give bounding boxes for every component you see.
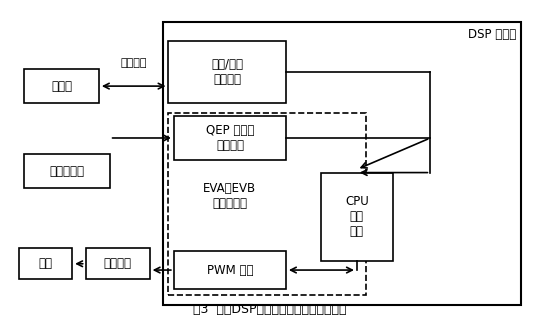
Text: PWM 模块: PWM 模块: [207, 264, 253, 276]
Bar: [163, 22, 521, 305]
Bar: [174, 251, 286, 289]
Text: 串行/并行
数据总线: 串行/并行 数据总线: [211, 58, 243, 86]
Text: 指令位置: 指令位置: [120, 58, 147, 68]
Text: QEP 电路和
捕获单元: QEP 电路和 捕获单元: [206, 124, 254, 152]
Bar: [86, 248, 150, 279]
Bar: [24, 69, 99, 103]
Text: 图3  基于DSP事件管理器的转台伺服控制: 图3 基于DSP事件管理器的转台伺服控制: [193, 303, 347, 316]
Bar: [174, 116, 286, 160]
Bar: [321, 172, 393, 260]
Bar: [168, 41, 286, 103]
Bar: [24, 154, 110, 188]
Text: 光电编码器: 光电编码器: [50, 164, 84, 178]
Text: EVA、EVB
事件管理器: EVA、EVB 事件管理器: [204, 182, 256, 210]
Text: 电机: 电机: [38, 257, 52, 270]
Text: DSP 处理器: DSP 处理器: [468, 28, 516, 41]
Text: 数字功放: 数字功放: [104, 257, 132, 270]
Text: CPU
校正
计算: CPU 校正 计算: [345, 195, 369, 238]
Bar: [168, 113, 366, 295]
Text: 上位机: 上位机: [51, 80, 72, 92]
Bar: [19, 248, 72, 279]
